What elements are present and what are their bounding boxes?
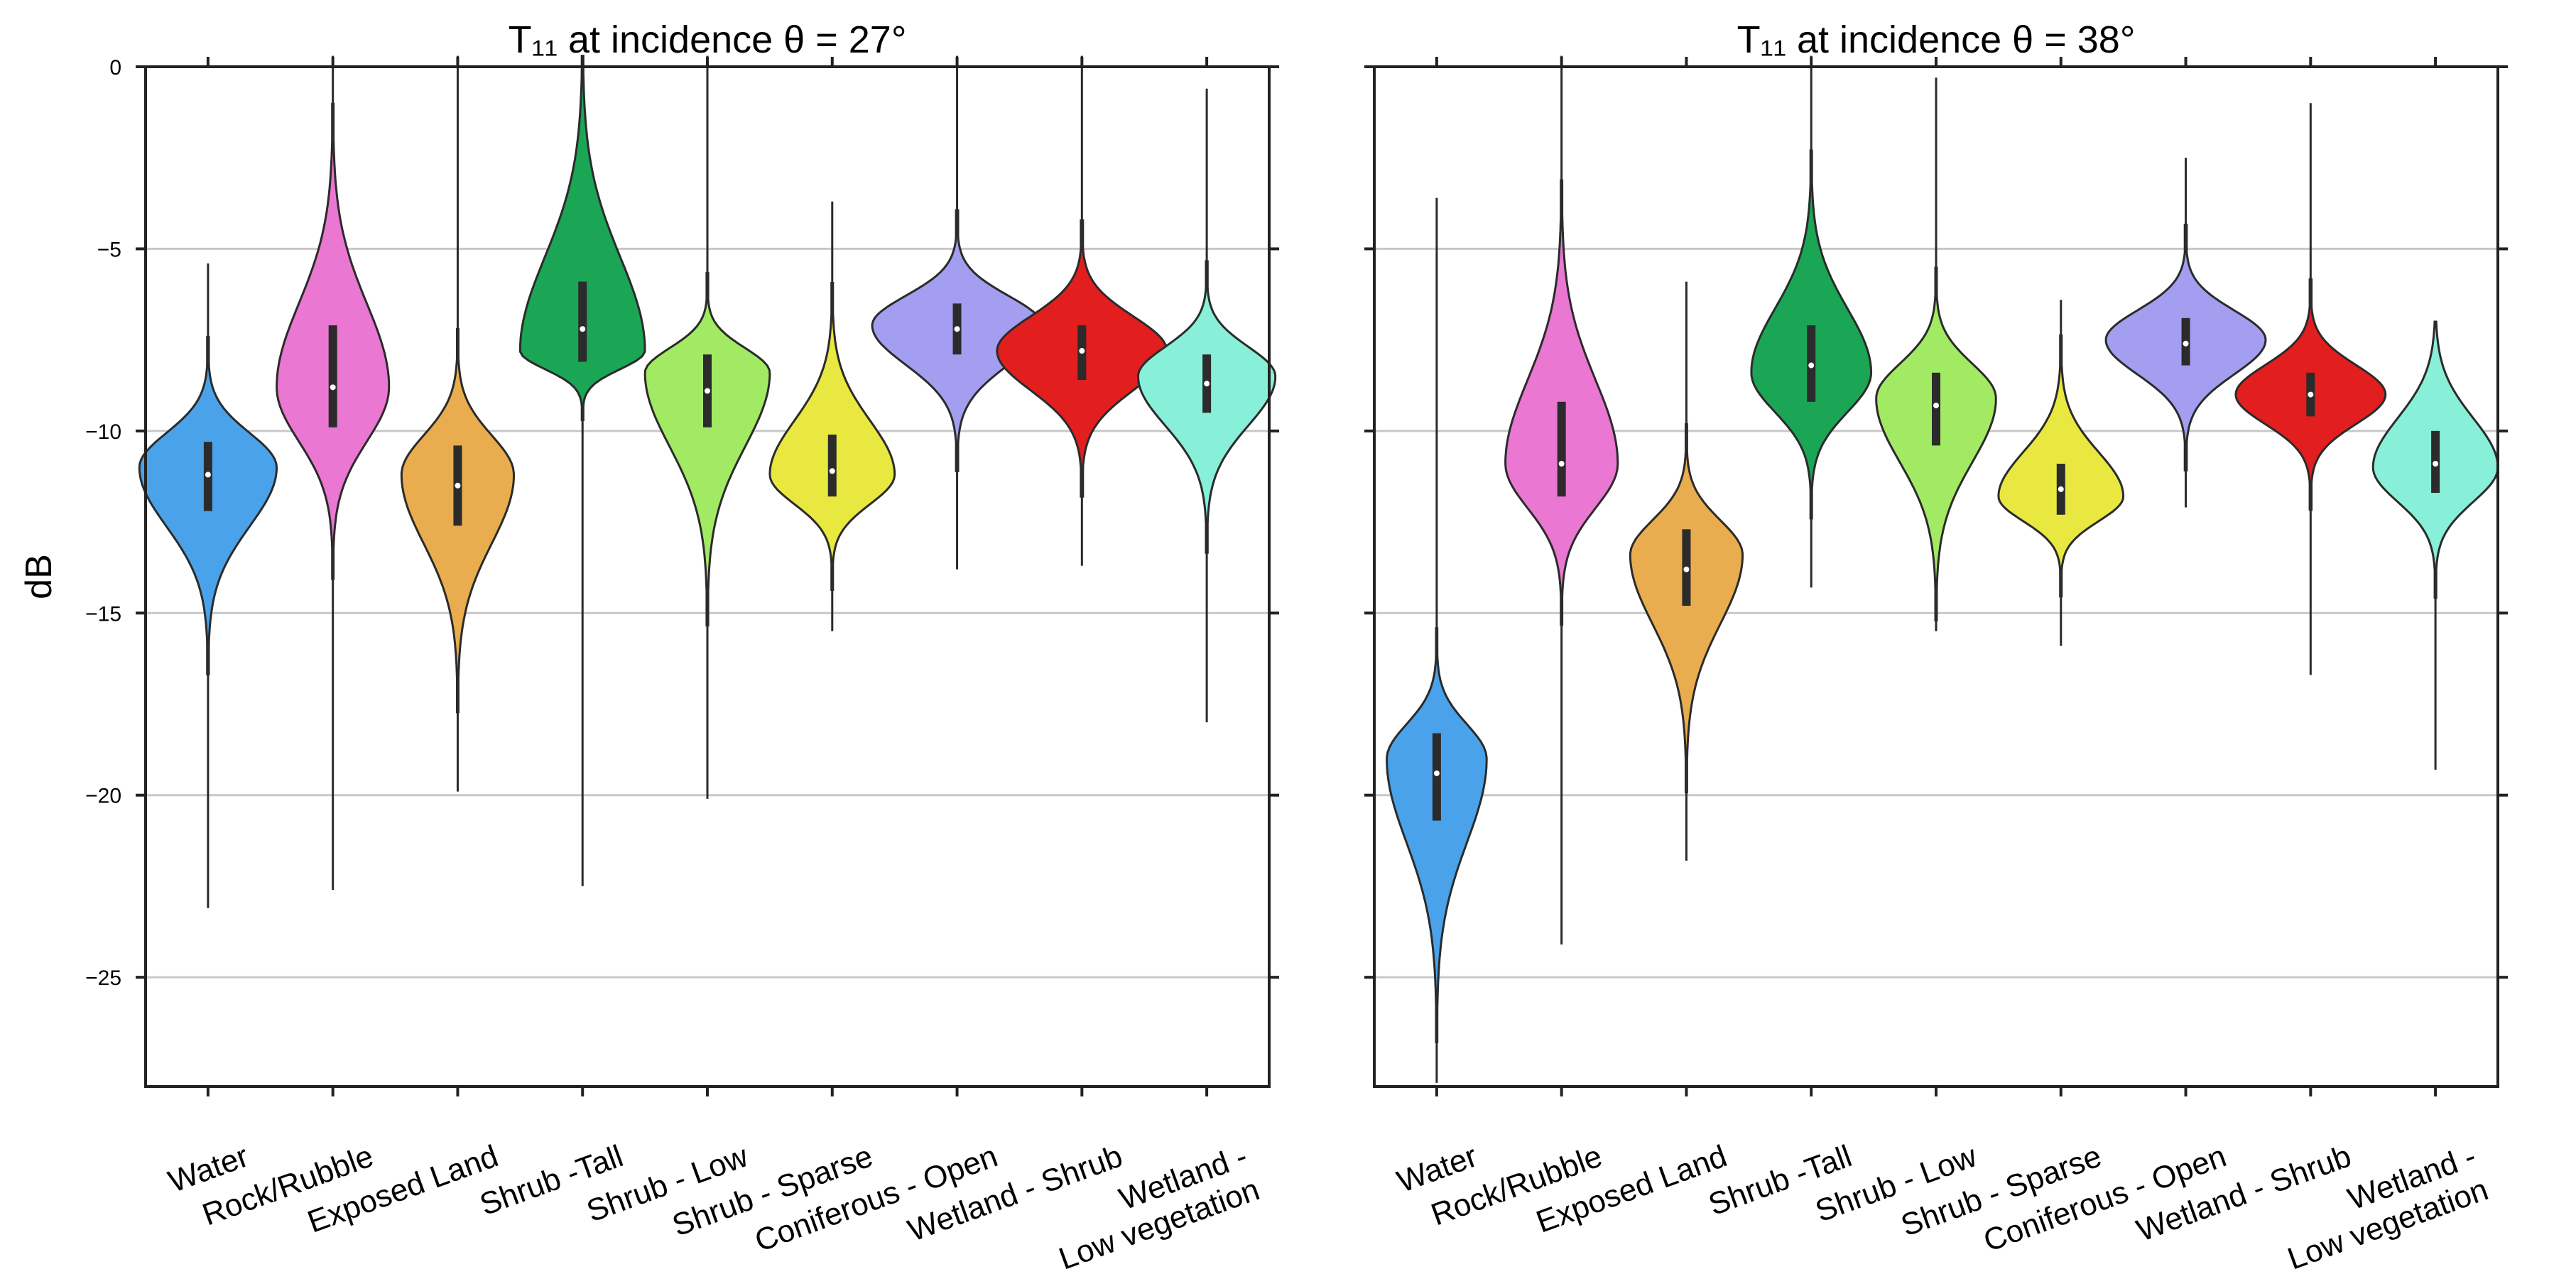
violin-median [455,482,461,489]
y-tick-label: −15 [85,602,121,626]
violin-median [2433,461,2439,467]
violin-median [205,472,211,478]
violin-0 [1386,197,1488,1083]
violin-2 [400,55,516,792]
violin-median [829,468,835,474]
violin-median [954,326,960,332]
violin-7 [2234,103,2387,675]
panel-title: T₁₁ at incidence θ = 38° [1737,18,2136,61]
violin-iqr-box [827,434,837,497]
violin-median [330,384,336,391]
y-tick-label: −5 [97,238,121,261]
y-tick-label: −20 [85,785,121,808]
violin-4 [1875,77,1997,631]
violin-8 [1136,88,1277,723]
violin-iqr-box [328,325,337,428]
violin-4 [643,55,771,799]
y-tick-label: −25 [85,967,121,990]
panel-title: T₁₁ at incidence θ = 27° [509,18,907,61]
violin-5 [1997,300,2125,646]
violin-body [1629,423,1744,794]
violin-median [1433,770,1440,776]
violin-median [2183,340,2189,347]
violin-8 [2371,320,2499,770]
violin-median [1933,402,1939,408]
violin-5 [768,201,896,631]
violin-7 [996,55,1168,566]
violin-3 [518,55,646,886]
violin-6 [2104,158,2267,508]
violin-median [1683,566,1690,572]
y-axis-label: dB [18,554,60,599]
violin-median [1079,348,1085,354]
y-tick-label: −10 [85,420,121,444]
violin-median [705,388,710,394]
violin-0 [138,263,278,908]
violin-1 [1504,55,1619,944]
violin-iqr-box [1432,733,1441,821]
violin-3 [1750,55,1873,588]
violin-median [1558,461,1565,467]
violin-median [1808,362,1815,369]
y-tick-label: 0 [109,56,121,80]
violin-body [643,271,771,627]
violin-body [518,55,646,422]
violin-body [1386,627,1488,1043]
violin-iqr-box [578,281,587,362]
violin-median [1204,381,1210,387]
violin-median [2058,486,2064,492]
violin-1 [276,55,391,891]
violin-iqr-box [1557,401,1566,497]
violin-median [580,326,586,332]
violin-median [2308,391,2314,398]
violin-6 [871,55,1043,570]
violin-2 [1629,281,1744,861]
violin-iqr-box [1932,372,1940,446]
